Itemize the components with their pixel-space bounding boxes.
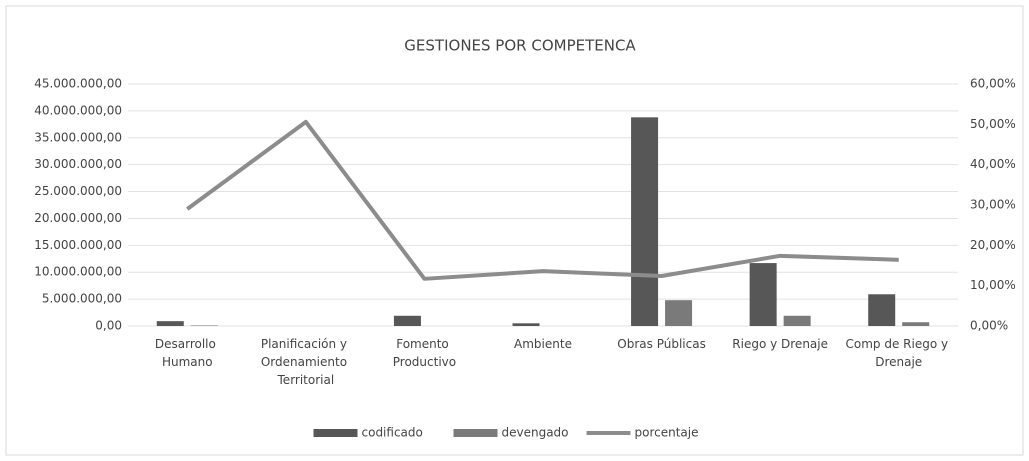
bar [190,325,218,326]
y2-tick-label: 40,00% [970,157,1016,171]
x-tick-label: Desarrollo Humano [155,337,220,369]
x-tick-label: Planificación y Ordenamiento Territorial [261,337,351,387]
legend-label: porcentaje [635,426,699,440]
y-tick-label: 40.000.000,00 [34,103,122,117]
bar [868,294,896,326]
bar [665,300,693,326]
bar [631,117,659,326]
legend-swatch [313,429,358,437]
chart-frame [5,5,1024,456]
line [186,119,899,281]
bar [749,263,777,326]
y-tick-label: 0,00 [95,319,122,333]
y2-tick-label: 60,00% [970,77,1016,91]
bar [902,322,930,326]
legend-label: codificado [362,426,423,440]
y-tick-label: 45.000.000,00 [34,77,122,91]
legend-swatch [453,429,498,437]
y2-tick-label: 50,00% [970,117,1016,131]
x-tick-label: Fomento Productivo [393,337,456,369]
y-tick-label: 25.000.000,00 [34,184,122,198]
y2-tick-label: 30,00% [970,198,1016,212]
x-tick-label: Ambiente [514,337,572,351]
bar [156,321,184,326]
y2-tick-label: 20,00% [970,238,1016,252]
y-tick-label: 20.000.000,00 [34,211,122,225]
x-tick-label: Riego y Drenaje [732,337,828,351]
y2-tick-label: 10,00% [970,278,1016,292]
x-tick-label: Comp de Riego y Drenaje [846,337,952,369]
legend-label: devengado [502,426,569,440]
bar [783,315,811,326]
y-tick-label: 35.000.000,00 [34,130,122,144]
y-tick-label: 30.000.000,00 [34,157,122,171]
y-tick-label: 5.000.000,00 [42,292,122,306]
y-tick-label: 15.000.000,00 [34,238,122,252]
x-tick-label: Obras Públicas [617,337,706,351]
chart-title: GESTIONES POR COMPETENCA [404,37,636,55]
bar [512,323,540,326]
bar [393,315,421,326]
y-tick-label: 10.000.000,00 [34,265,122,279]
y2-tick-label: 0,00% [970,319,1008,333]
